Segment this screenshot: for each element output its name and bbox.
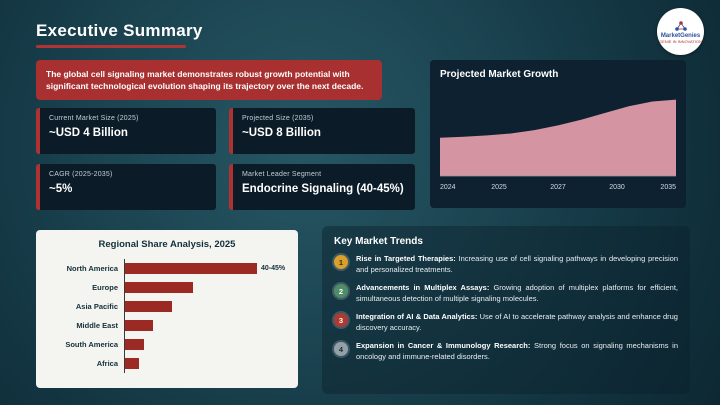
stat-value: ~USD 8 Billion (242, 127, 321, 139)
bar-category-label: Europe (92, 283, 118, 292)
stats-grid: Current Market Size (2025) ~USD 4 Billio… (36, 108, 416, 210)
bar-value-annotation: 40-45% (261, 265, 286, 272)
x-axis-tick-label: 2030 (609, 184, 625, 191)
stat-card-projected-size: Projected Size (2035) ~USD 8 Billion (229, 108, 415, 154)
intro-banner-text: The global cell signaling market demonst… (46, 68, 364, 91)
trend-item-ai-analytics: 3 Integration of AI & Data Analytics: Us… (334, 312, 678, 333)
trend-description: Increasing use of cell signaling pathway… (356, 254, 678, 274)
trend-number-badge: 2 (334, 284, 348, 298)
trend-text: Expansion in Cancer & Immunology Researc… (356, 341, 678, 362)
trend-text: Advancements in Multiplex Assays: Growin… (356, 283, 678, 304)
stat-card-current-size: Current Market Size (2025) ~USD 4 Billio… (36, 108, 216, 154)
trend-text: Rise in Targeted Therapies: Increasing u… (356, 254, 678, 275)
molecule-icon (674, 20, 687, 31)
regional-chart-title: Regional Share Analysis, 2025 (98, 239, 236, 250)
bar-category-label: South America (65, 340, 118, 349)
trend-text: Integration of AI & Data Analytics: Use … (356, 312, 678, 333)
growth-chart-panel: Projected Market Growth 2024 2025 2027 2030… (430, 60, 686, 208)
trend-number-badge: 4 (334, 342, 348, 356)
bar-fill (125, 263, 257, 274)
stat-label: Projected Size (2035) (242, 115, 314, 122)
x-axis-tick-label: 2035 (660, 184, 676, 191)
bar-track (124, 297, 288, 316)
stat-card-leader-segment: Market Leader Segment Endocrine Signalin… (229, 164, 415, 210)
page-title: Executive Summary (36, 21, 203, 40)
bar-fill (125, 320, 153, 331)
title-underline (36, 45, 186, 48)
trend-lead: Advancements in Multiplex Assays: (356, 283, 490, 292)
x-axis-tick-label: 2024 (440, 184, 456, 191)
company-logo: MarketGenies GENIE IN INNOVATION (657, 8, 704, 55)
stat-value: Endocrine Signaling (40-45%) (242, 183, 404, 195)
bar-fill (125, 339, 144, 350)
trend-lead: Expansion in Cancer & Immunology Researc… (356, 341, 531, 350)
bar-track (124, 354, 288, 373)
intro-banner: The global cell signaling market demonst… (36, 60, 382, 100)
growth-area-shape (440, 99, 676, 176)
bar-row: South America (46, 335, 288, 354)
trend-description: Use of AI to accelerate pathway analysis… (356, 312, 678, 332)
x-axis-tick-label: 2025 (491, 184, 507, 191)
bar-fill (125, 282, 193, 293)
stat-card-cagr: CAGR (2025-2035) ~5% (36, 164, 216, 210)
trend-item-cancer-immunology: 4 Expansion in Cancer & Immunology Resea… (334, 341, 678, 362)
x-axis-tick-label: 2027 (550, 184, 566, 191)
bar-track: 40-45% (124, 259, 288, 278)
bar-track (124, 278, 288, 297)
bar-row: Africa (46, 354, 288, 373)
trend-number-badge: 1 (334, 255, 348, 269)
bar-category-label: North America (66, 264, 118, 273)
bar-row: North America 40-45% (46, 259, 288, 278)
regional-bars: North America 40-45% Europe Asia Pacific Mid… (46, 259, 288, 373)
bar-category-label: Africa (96, 359, 118, 368)
bar-row: Asia Pacific (46, 297, 288, 316)
logo-name: MarketGenies (660, 32, 701, 39)
trend-description: Strong focus on signaling mechanisms in … (356, 341, 678, 361)
trends-panel: Key Market Trends 1 Rise in Targeted The… (322, 226, 690, 394)
stat-label: Market Leader Segment (242, 171, 322, 178)
trend-lead: Integration of AI & Data Analytics: (356, 312, 478, 321)
bar-fill (125, 358, 139, 369)
trend-item-multiplex-assays: 2 Advancements in Multiplex Assays: Grow… (334, 283, 678, 304)
bar-track (124, 316, 288, 335)
regional-chart-panel: Regional Share Analysis, 2025 North Amer… (36, 230, 298, 388)
bar-fill (125, 301, 172, 312)
trend-description: Growing adoption of multiplex platforms … (356, 283, 678, 303)
stat-value: ~5% (49, 183, 73, 195)
stat-label: CAGR (2025-2035) (49, 171, 113, 178)
bar-row: Middle East (46, 316, 288, 335)
bar-category-label: Asia Pacific (75, 302, 118, 311)
trend-lead: Rise in Targeted Therapies: (356, 254, 456, 263)
logo-tagline: GENIE IN INNOVATION (659, 38, 702, 44)
trends-title: Key Market Trends (334, 236, 423, 247)
growth-chart-title: Projected Market Growth (440, 69, 559, 80)
bar-row: Europe (46, 278, 288, 297)
trend-item-targeted-therapies: 1 Rise in Targeted Therapies: Increasing… (334, 254, 678, 275)
bar-category-label: Middle East (76, 321, 118, 330)
stat-value: ~USD 4 Billion (49, 127, 128, 139)
growth-chart-svg: 2024 2025 2027 2030 2035 (440, 99, 676, 191)
stat-label: Current Market Size (2025) (49, 115, 139, 122)
bar-track (124, 335, 288, 354)
trend-number-badge: 3 (334, 313, 348, 327)
